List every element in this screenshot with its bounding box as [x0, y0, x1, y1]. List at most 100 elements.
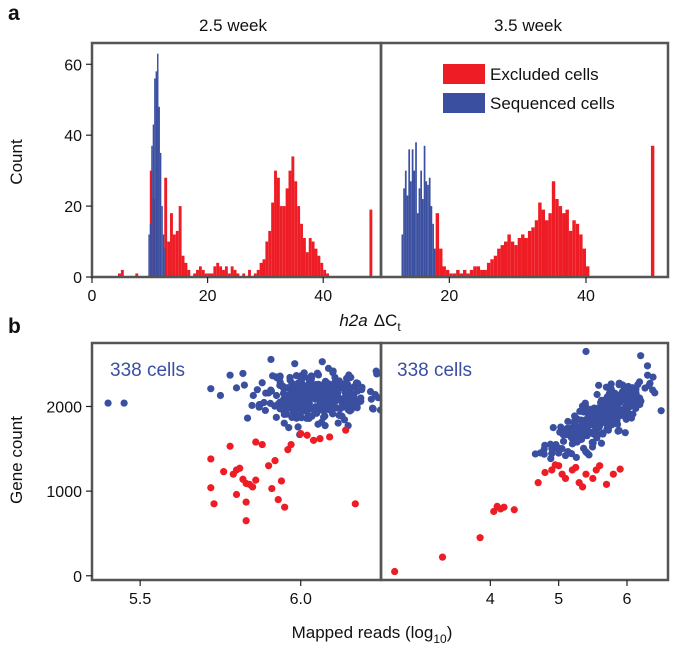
histogram-3-5-week-bar-excluded	[442, 266, 446, 277]
scatter-left-point-excluded	[226, 442, 234, 450]
histogram-3-5-week-bar-excluded	[439, 248, 443, 277]
scatter-right-point-excluded	[548, 466, 556, 474]
scatter-left-point-sequenced	[249, 391, 257, 400]
scatter-left-point-sequenced	[296, 400, 304, 408]
scatter-right-point-excluded	[572, 463, 580, 472]
histogram-2-5-week-bar-excluded	[253, 273, 257, 277]
histogram-3-5-week-bar-excluded	[572, 220, 576, 277]
scatter-left-point-sequenced	[266, 399, 274, 407]
scatter-left-point-sequenced	[288, 413, 296, 422]
scatter-left-point-excluded	[342, 426, 350, 434]
scatter-right-point-excluded	[578, 483, 587, 491]
scatter-right-point-sequenced	[598, 415, 606, 424]
histogram-2-5-week-bar-excluded	[198, 266, 202, 277]
histogram-2-5-week-bar-excluded	[201, 269, 205, 277]
scatter-right-point-sequenced	[593, 390, 601, 399]
histogram-3-5-week-bar-sequenced	[401, 234, 404, 277]
histogram-2-5-week-bar-excluded	[320, 262, 324, 277]
scatter-left-point-sequenced	[305, 399, 313, 408]
scatter-right-cell-count: 338 cells	[397, 360, 472, 381]
scatter-right-point-sequenced	[590, 413, 598, 422]
histogram-3-5-week-bar-sequenced	[411, 149, 414, 277]
scatter-right-point-sequenced	[572, 453, 580, 462]
histogram-2-5-week-bar-excluded	[216, 262, 220, 277]
scatter-left-point-sequenced	[342, 392, 350, 400]
histogram-3-5-week-bar-excluded	[473, 266, 477, 277]
scatter-right-point-sequenced	[657, 407, 665, 415]
histogram-2-5-week-bar-excluded	[305, 252, 309, 277]
scatter-left-point-sequenced	[330, 403, 338, 411]
scatter-right-point-sequenced	[605, 389, 614, 397]
histogram-2-5-week-x-tick-label: 40	[314, 288, 332, 305]
histogram-2-5-week-bar-excluded	[204, 273, 208, 277]
histogram-2-5-week-bar-excluded	[219, 266, 223, 277]
histogram-3-5-week-bar-excluded	[565, 209, 569, 277]
scatter-left-point-excluded	[258, 440, 266, 449]
scatter-right-point-sequenced	[540, 450, 548, 458]
scatter-left-point-sequenced	[276, 405, 284, 413]
histogram-3-5-week: 20 40	[379, 41, 670, 305]
scatter-right-point-sequenced	[568, 440, 576, 448]
histogram-2-5-week-bar-excluded	[184, 262, 188, 277]
histogram-3-5-week-bar-excluded	[480, 269, 484, 277]
histogram-2-5-week-y-tick-label: 40	[64, 128, 82, 145]
histogram-3-5-week-bar-excluded	[531, 227, 535, 277]
histogram-3-5-week-bar-excluded	[486, 262, 491, 277]
scatter-left-point-excluded	[220, 468, 228, 476]
scatter-right-point-sequenced	[540, 445, 548, 453]
histogram-2-5-week-bar-excluded	[276, 177, 280, 277]
scatter-left-point-excluded	[277, 477, 286, 485]
histogram-2-5-week-bar-sequenced	[157, 53, 159, 277]
scatter-right-point-sequenced	[531, 450, 539, 458]
histogram-2-5-week-y-tick-label: 0	[73, 270, 82, 287]
scatter-right-point-sequenced	[570, 412, 579, 420]
scatter-x-axis-label-close: )	[447, 623, 453, 642]
scatter-left-point-excluded	[210, 500, 218, 508]
histogram-3-5-week-bar-excluded	[500, 245, 504, 277]
histogram-2-5-week-bar-excluded	[187, 269, 191, 277]
scatter-left-point-sequenced	[323, 401, 331, 409]
scatter-left-point-sequenced	[272, 373, 280, 381]
scatter-right-point-sequenced	[548, 445, 556, 453]
histogram-3-5-week-bar-excluded	[575, 223, 580, 277]
scatter-right-point-sequenced	[621, 429, 629, 437]
scatter-right-point-excluded	[438, 553, 447, 561]
histogram-3-5-week-bar-sequenced	[418, 188, 421, 277]
scatter-left-point-sequenced	[232, 384, 241, 392]
scatter-y-axis-label: Gene count	[7, 416, 26, 504]
histogram-3-5-week-bar-sequenced	[433, 248, 436, 277]
panel-letter-a: a	[8, 2, 20, 25]
scatter-right-x-tick-label: 6	[623, 591, 632, 608]
scatter-left-point-sequenced	[294, 423, 302, 431]
scatter-left-point-sequenced	[358, 385, 366, 394]
histogram-2-5-week-bar-excluded	[291, 156, 295, 277]
histogram-3-5-week-bar-excluded	[558, 206, 563, 277]
histogram-3-5-week-bar-excluded	[517, 238, 522, 277]
scatter-right-point-sequenced	[593, 430, 601, 438]
histogram-3-5-week-bar-excluded	[555, 199, 559, 277]
histogram-2-5-week-bar-excluded	[230, 266, 234, 277]
scatter-left-point-sequenced	[294, 381, 302, 390]
scatter-right-point-sequenced	[613, 420, 622, 428]
histogram-3-5-week-bar-excluded	[463, 269, 467, 277]
scatter-left-point-excluded	[207, 484, 215, 492]
legend-swatch-sequenced	[443, 93, 485, 113]
scatter-left-point-sequenced	[272, 413, 280, 421]
scatter-right-x-tick-label: 5	[554, 591, 563, 608]
scatter-right-point-sequenced	[606, 405, 614, 413]
scatter-left-point-sequenced	[279, 384, 288, 392]
histogram-2-5-week-y-tick-label: 60	[64, 57, 82, 74]
scatter-right-point-sequenced	[595, 381, 603, 389]
histogram-2-5-week-bar-excluded	[271, 202, 275, 277]
histogram-3-5-week-x-tick-label: 20	[440, 288, 458, 305]
scatter-left-point-sequenced	[367, 395, 375, 403]
histogram-2-5-week-bar-excluded	[120, 269, 124, 277]
scatter-right-point-sequenced	[616, 398, 624, 407]
scatter-left-point-sequenced	[286, 373, 294, 382]
histogram-2-5-week-frame	[90, 41, 383, 279]
scatter-left-point-excluded	[265, 462, 273, 470]
scatter-right-points	[391, 347, 665, 576]
histogram-2-5-week-bar-excluded	[210, 273, 214, 277]
histogram-3-5-week-bar-sequenced	[416, 213, 419, 277]
